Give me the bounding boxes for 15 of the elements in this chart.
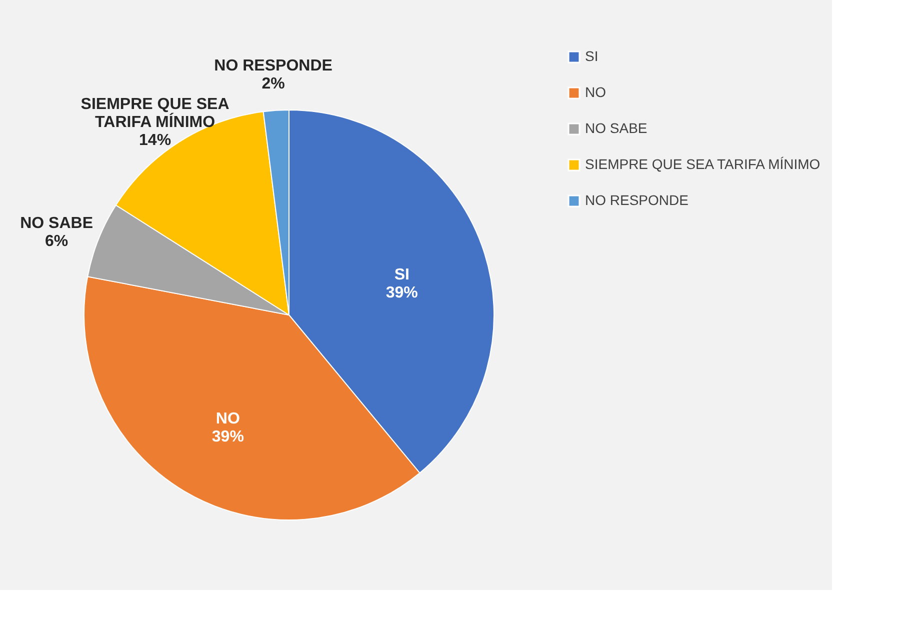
legend-label: SIEMPRE QUE SEA TARIFA MÍNIMO [585,156,820,172]
data-label: 2% [262,75,285,92]
slice-label: NO RESPONDE [214,57,333,74]
slice-label: SI [394,266,410,284]
data-label: 39% [386,284,418,302]
slice-label: NO SABE [20,214,94,232]
legend-label: NO RESPONDE [585,192,688,208]
data-label: 39% [212,428,244,446]
legend-label: NO SABE [585,120,648,136]
legend-label: SI [585,48,598,64]
slice-label: NO [216,410,240,428]
data-label: 14% [139,132,172,149]
slice-label: SIEMPRE QUE SEA TARIFA MÍNIMO [80,96,230,131]
legend-label: NO [585,84,606,100]
data-label: 6% [44,232,68,250]
